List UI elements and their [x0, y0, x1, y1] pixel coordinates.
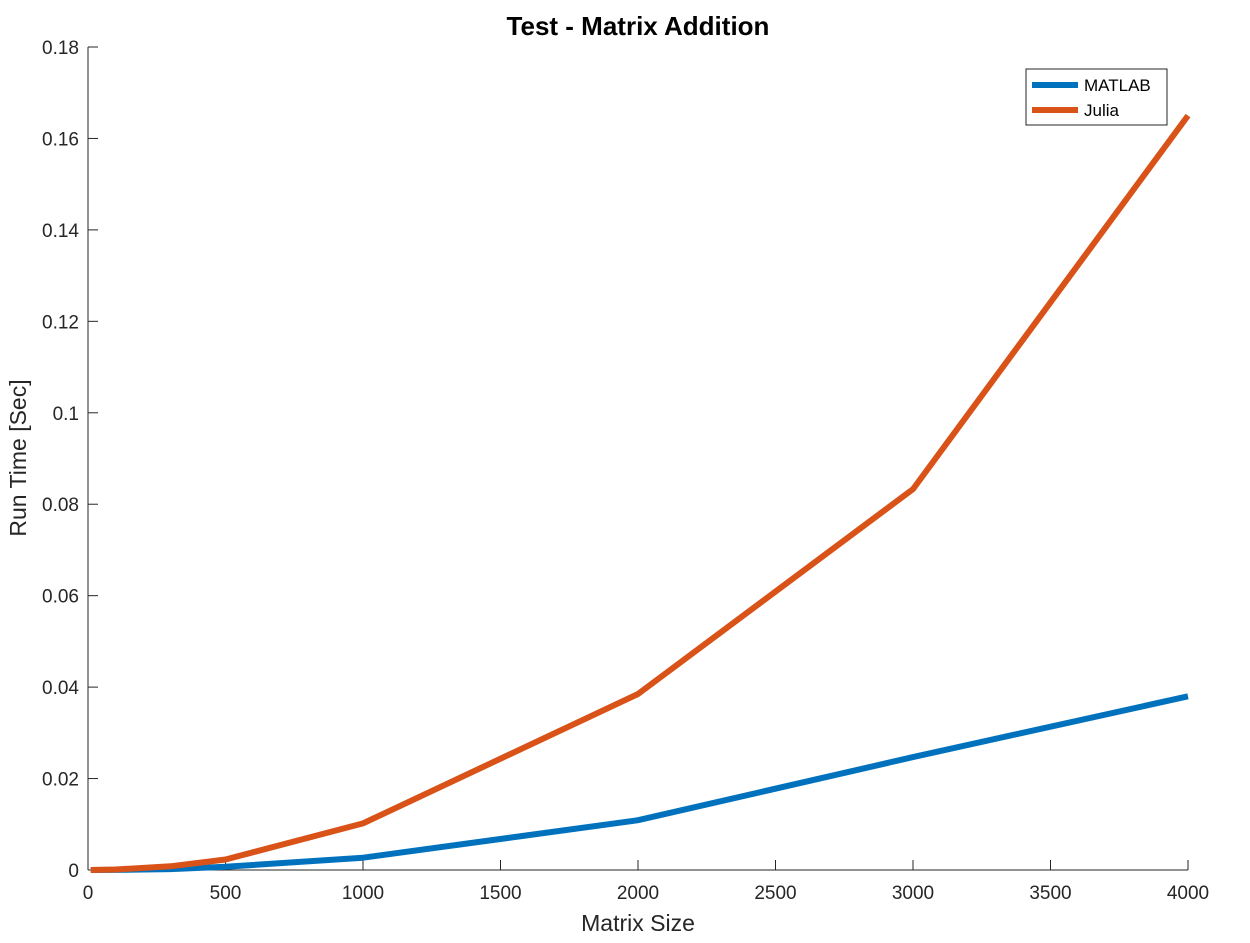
y-tick-label: 0.06 [42, 587, 79, 608]
y-ticks: 0 0.02 0.04 0.06 0.08 0.1 0.12 0.14 0.16 0.18 [42, 38, 98, 882]
legend-box [1025, 68, 1168, 126]
y-tick-label: 0.08 [42, 495, 79, 516]
x-tick-label: 3000 [892, 883, 934, 904]
legend-item-matlab: MATLAB [1032, 76, 1151, 95]
x-tick-label: 2000 [617, 883, 659, 904]
y-tick-label: 0.16 [42, 129, 79, 150]
legend-label-julia: Julia [1084, 101, 1120, 120]
series-line-julia [90, 113, 1191, 873]
legend-label-matlab: MATLAB [1084, 76, 1151, 95]
y-tick-label: 0.18 [42, 38, 79, 59]
chart-title: Test - Matrix Addition [507, 11, 770, 41]
x-tick-label: 2500 [754, 883, 796, 904]
x-tick-label: 3500 [1029, 883, 1071, 904]
legend: MATLAB Julia [1025, 68, 1168, 126]
x-axis-label: Matrix Size [581, 910, 695, 936]
y-tick-label: 0 [68, 861, 79, 882]
x-tick-label: 1000 [342, 883, 384, 904]
x-tick-label: 1500 [479, 883, 521, 904]
series-line-matlab [90, 693, 1189, 873]
x-tick-label: 500 [210, 883, 242, 904]
x-ticks: 0 500 1000 1500 2000 2500 3000 3500 4000 [83, 860, 1209, 904]
y-tick-label: 0.12 [42, 312, 79, 333]
series-lines [90, 113, 1191, 873]
legend-item-julia: Julia [1032, 101, 1120, 120]
x-tick-label: 4000 [1167, 883, 1209, 904]
y-tick-label: 0.04 [42, 678, 79, 699]
x-tick-label: 0 [83, 883, 94, 904]
y-tick-label: 0.1 [53, 404, 79, 425]
y-tick-label: 0.02 [42, 770, 79, 791]
y-tick-label: 0.14 [42, 221, 79, 242]
y-axis-label: Run Time [Sec] [5, 379, 31, 536]
